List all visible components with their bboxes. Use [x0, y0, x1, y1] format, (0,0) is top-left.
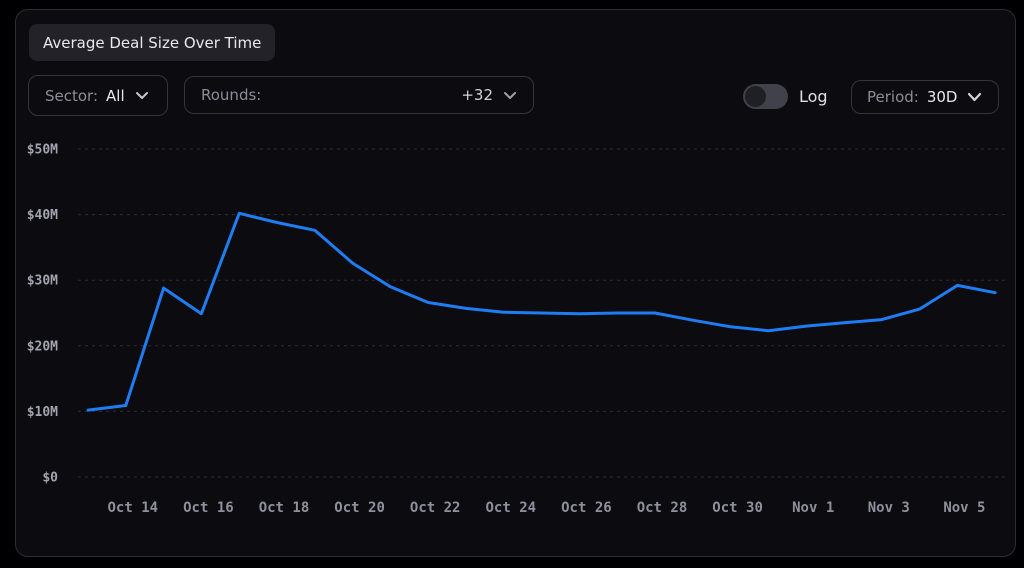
y-axis-tick-label: $30M — [27, 274, 58, 289]
y-axis-tick-label: $40M — [27, 208, 58, 223]
x-axis-tick-label: Oct 22 — [410, 500, 461, 516]
x-axis-tick-label: Oct 16 — [183, 500, 234, 516]
x-axis-tick-label: Oct 26 — [561, 500, 612, 516]
x-axis-tick-label: Nov 1 — [792, 500, 834, 516]
deal-size-line-series[interactable] — [86, 211, 997, 412]
x-axis-tick-label: Oct 20 — [334, 500, 385, 516]
x-axis-tick-label: Nov 5 — [943, 500, 985, 516]
x-axis-tick-label: Oct 24 — [486, 500, 537, 516]
x-axis-tick-label: Nov 3 — [868, 500, 910, 516]
y-axis-tick-label: $20M — [27, 339, 58, 354]
y-axis-tick-label: $0 — [42, 471, 58, 486]
x-axis-tick-label: Oct 14 — [108, 500, 159, 516]
x-axis-tick-label: Oct 30 — [712, 500, 763, 516]
y-axis-tick-label: $10M — [27, 405, 58, 420]
chart-panel — [15, 9, 1016, 557]
x-axis-tick-label: Oct 28 — [637, 500, 688, 516]
x-axis-tick-label: Oct 18 — [259, 500, 310, 516]
y-axis-tick-label: $50M — [27, 143, 58, 158]
